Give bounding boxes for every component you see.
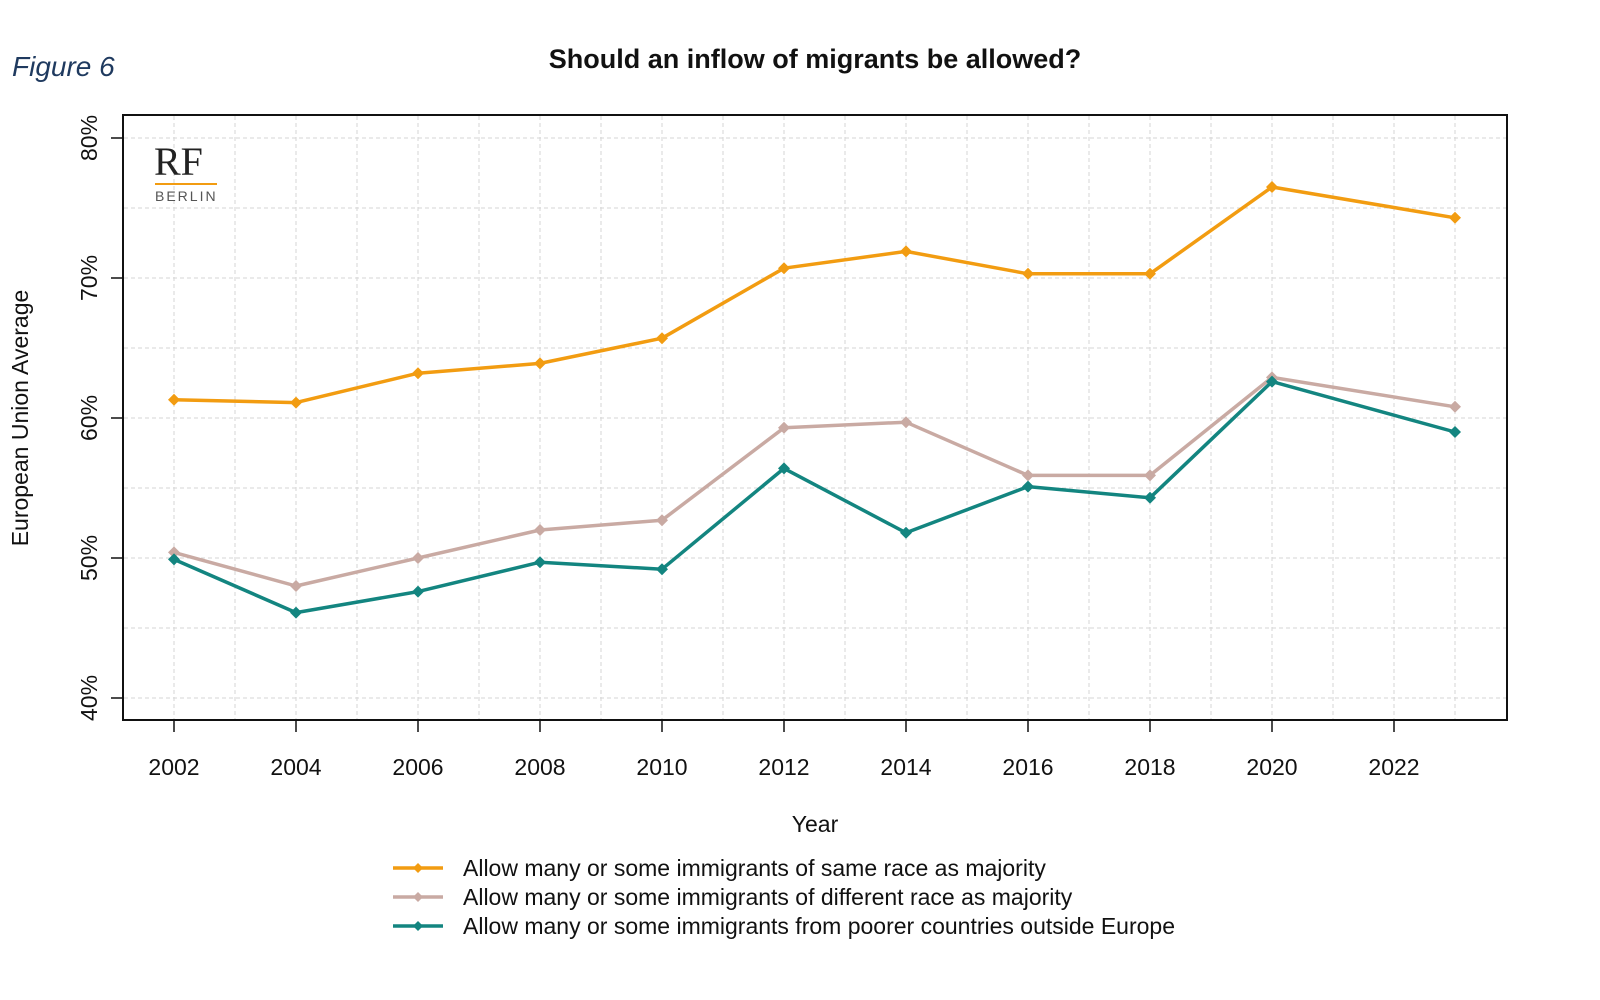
data-point: [1449, 400, 1461, 413]
data-point: [412, 552, 424, 564]
y-tick-label: 70%: [76, 255, 102, 301]
data-point: [1144, 491, 1156, 504]
legend-label: Allow many or some immigrants of differe…: [463, 884, 1073, 910]
data-point: [1449, 426, 1461, 438]
x-tick-label: 2016: [1002, 754, 1053, 780]
data-point: [778, 462, 790, 475]
data-point: [290, 606, 302, 619]
y-tick-label: 40%: [76, 675, 102, 721]
legend-marker: [413, 863, 423, 873]
y-tick-label: 60%: [76, 395, 102, 441]
logo-main: RF: [154, 139, 203, 184]
y-axis-label: European Union Average: [7, 290, 33, 547]
x-tick-label: 2002: [148, 754, 199, 780]
data-point: [1144, 469, 1156, 482]
x-tick-label: 2010: [636, 754, 687, 780]
chart-title: Should an inflow of migrants be allowed?: [549, 44, 1082, 74]
data-point: [534, 524, 546, 536]
y-tick-label: 80%: [76, 115, 102, 161]
data-point: [1022, 480, 1034, 493]
x-tick-label: 2006: [392, 754, 443, 780]
legend: Allow many or some immigrants of same ra…: [393, 855, 1175, 939]
legend-label: Allow many or some immigrants from poore…: [463, 913, 1175, 939]
data-point: [534, 556, 546, 569]
data-point: [1022, 267, 1034, 280]
figure-label: Figure 6: [12, 51, 115, 82]
x-tick-label: 2012: [758, 754, 809, 780]
data-point: [168, 393, 180, 406]
data-point: [412, 585, 424, 598]
legend-marker: [413, 892, 423, 902]
data-point: [1266, 375, 1278, 388]
legend-label: Allow many or some immigrants of same ra…: [463, 855, 1046, 881]
data-point: [656, 563, 668, 576]
data-point: [290, 396, 302, 409]
y-tick-label: 50%: [76, 535, 102, 581]
x-tick-label: 2008: [514, 754, 565, 780]
data-point: [900, 416, 912, 429]
x-tick-label: 2004: [270, 754, 321, 780]
x-tick-label: 2020: [1246, 754, 1297, 780]
data-point: [168, 546, 180, 559]
data-point: [412, 367, 424, 380]
logo-sub: BERLIN: [155, 188, 218, 204]
data-point: [1266, 181, 1278, 193]
x-tick-label: 2018: [1124, 754, 1175, 780]
logo: RF BERLIN: [154, 139, 218, 204]
series-line-1: [173, 375, 1456, 588]
data-point: [656, 332, 668, 345]
data-point: [900, 245, 912, 258]
series-line-0: [173, 185, 1456, 405]
grid: [124, 116, 1506, 719]
data-point: [900, 526, 912, 539]
x-axis-label: Year: [792, 811, 839, 837]
axis-ticks: 2002 2004 2006 2008 2010 2012 2014 2016 2018 2020…: [76, 115, 1420, 780]
data-point: [778, 421, 790, 434]
data-point: [534, 357, 546, 370]
data-point: [290, 580, 302, 592]
x-tick-label: 2022: [1368, 754, 1419, 780]
data-point: [1022, 469, 1034, 482]
data-point: [168, 553, 180, 566]
data-point: [656, 514, 668, 527]
series-line-2: [173, 379, 1456, 615]
data-point: [1144, 267, 1156, 280]
legend-marker: [413, 921, 423, 931]
data-point: [778, 262, 790, 275]
data-point: [1449, 211, 1461, 224]
x-tick-label: 2014: [880, 754, 931, 780]
series-layer: [168, 181, 1461, 619]
